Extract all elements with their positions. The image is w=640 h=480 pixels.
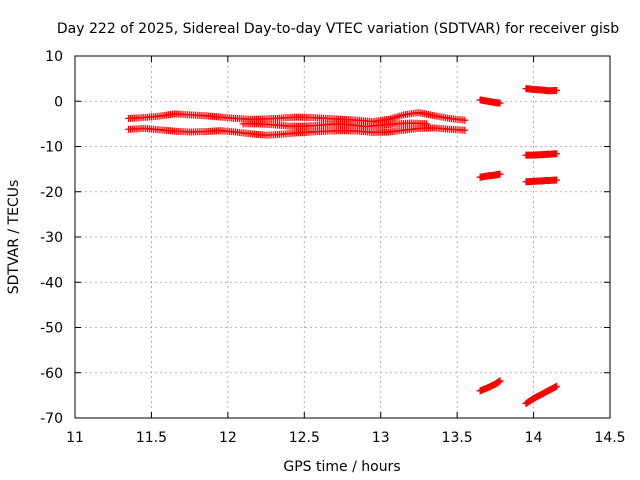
x-tick-label: 14 (525, 430, 543, 446)
data-point (461, 126, 469, 134)
y-tick-label: -50 (40, 321, 63, 337)
series-track-b-mid (239, 119, 431, 131)
data-layer (125, 85, 560, 408)
data-point (423, 120, 431, 128)
y-tick-label: -10 (40, 140, 63, 156)
series-segment-3 (522, 85, 560, 95)
x-tick-label: 12.5 (289, 430, 320, 446)
data-point (553, 382, 560, 390)
data-point (496, 170, 504, 178)
grid-layer (75, 56, 610, 418)
series-segment-neg63 (476, 377, 504, 395)
x-tick-label: 13 (372, 430, 390, 446)
y-tick-label: 10 (45, 49, 63, 65)
series-segment-neg12 (522, 150, 560, 159)
series-segment-neg16 (476, 170, 504, 181)
x-axis-label: GPS time / hours (283, 459, 400, 475)
x-tick-label: 13.5 (442, 430, 473, 446)
x-tick-label: 12 (219, 430, 237, 446)
y-tick-label: -20 (40, 185, 63, 201)
data-point (553, 176, 560, 184)
y-tick-label: -40 (40, 275, 63, 291)
y-axis-label: SDTVAR / TECUs (6, 180, 22, 295)
data-point (496, 377, 504, 385)
series-track-a-upper (125, 109, 469, 126)
series-segment-neg17 (522, 176, 560, 186)
y-tick-label: -60 (40, 366, 63, 382)
data-point (553, 86, 560, 94)
chart-title: Day 222 of 2025, Sidereal Day-to-day VTE… (57, 21, 619, 37)
x-tick-label: 11.5 (136, 430, 167, 446)
x-tick-label: 11 (66, 430, 84, 446)
tick-layer: 11 11.5 12 12.5 13 13.5 14 14.5 10 0 -10 -20 -30 -40 -… (40, 49, 625, 446)
series-track-a-lower (125, 124, 469, 139)
data-point (461, 116, 469, 124)
series-segment-0 (476, 96, 504, 107)
y-tick-label: 0 (54, 94, 63, 110)
y-tick-label: -30 (40, 230, 63, 246)
series-segment-neg66 (522, 382, 560, 408)
y-tick-label: -70 (40, 411, 63, 427)
data-point (553, 150, 560, 158)
x-tick-label: 14.5 (594, 430, 625, 446)
data-point (496, 99, 504, 107)
